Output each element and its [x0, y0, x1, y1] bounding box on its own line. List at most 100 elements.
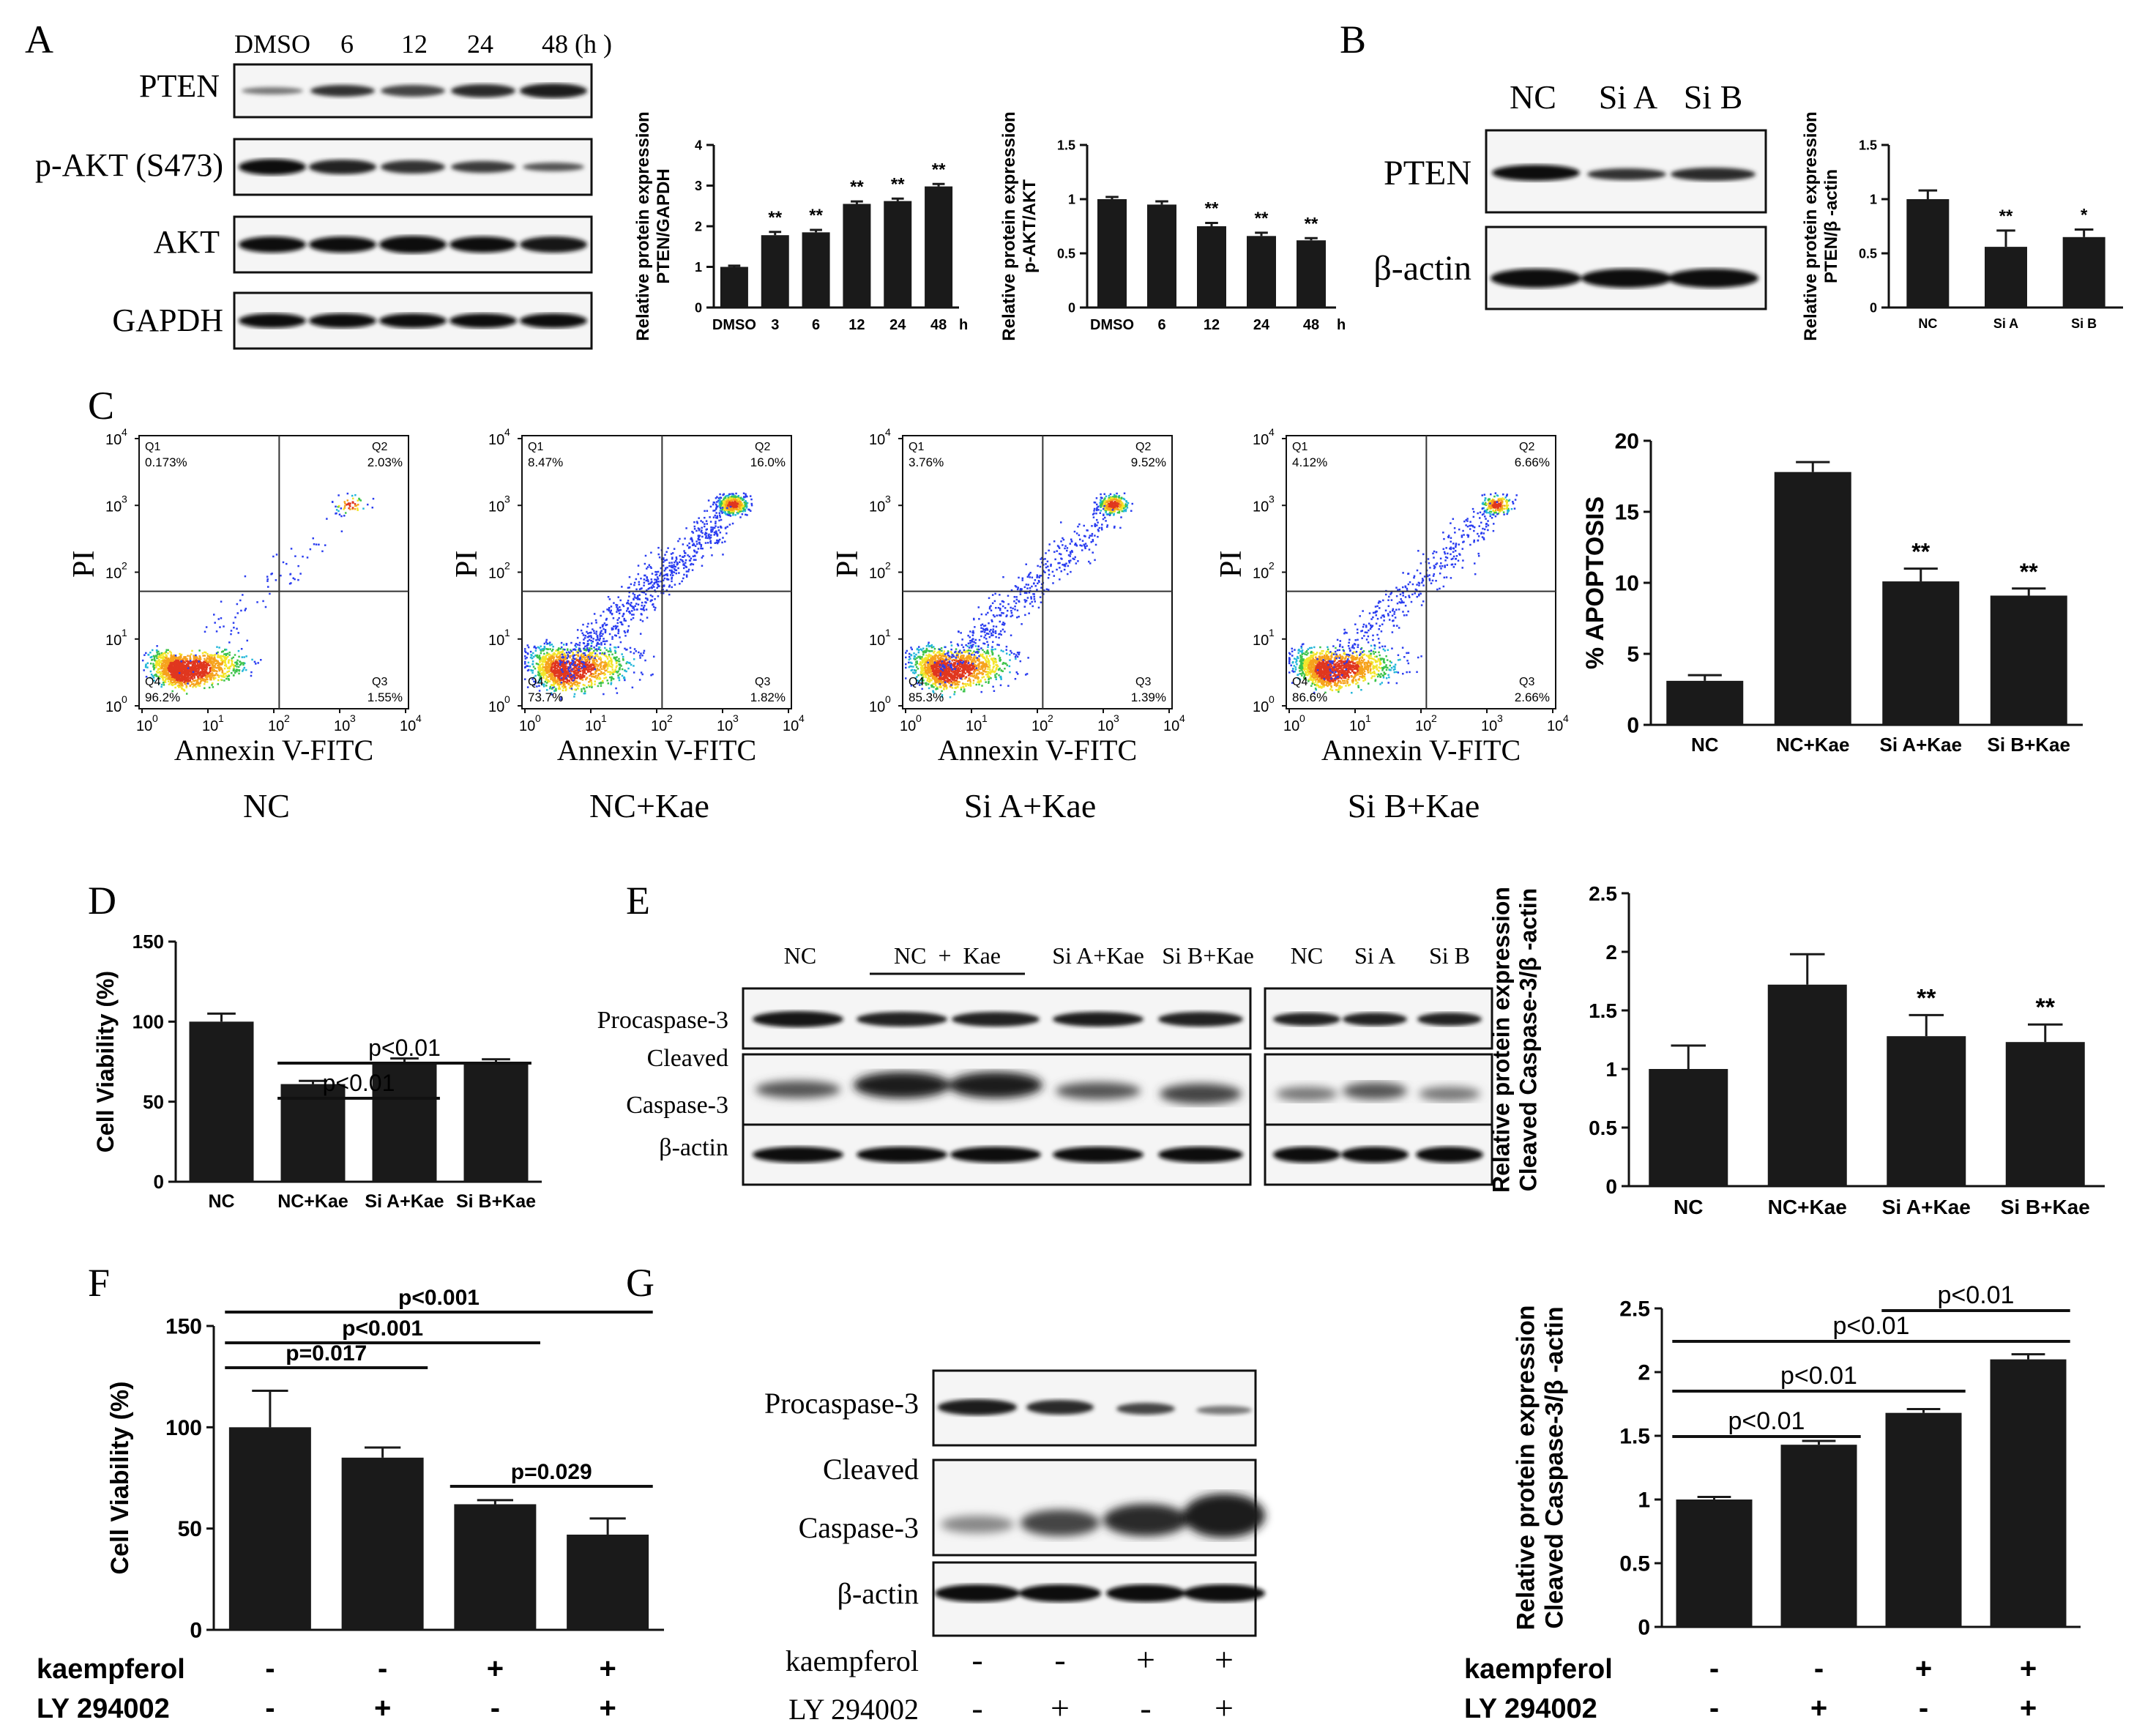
flow-event — [624, 631, 627, 634]
flow-event — [212, 677, 215, 679]
flow-event — [202, 655, 204, 657]
flow-event — [987, 668, 989, 670]
flow-event — [603, 672, 605, 674]
flow-event — [738, 506, 740, 508]
flow-event — [627, 600, 630, 602]
flow-event — [926, 666, 928, 669]
flow-event — [586, 660, 588, 663]
flow-event — [675, 572, 678, 575]
flow-event — [718, 519, 720, 522]
flow-event — [600, 644, 603, 646]
flow-event — [174, 660, 177, 663]
flow-event — [667, 578, 670, 581]
flow-event — [980, 679, 982, 682]
flow-event — [217, 618, 220, 620]
flow-event — [190, 660, 193, 663]
flow-event — [195, 673, 198, 676]
flow-event — [195, 661, 197, 663]
flow-event — [605, 640, 608, 642]
flow-event — [614, 652, 616, 655]
flow-event — [643, 578, 646, 581]
flow-event — [198, 682, 201, 685]
flow-event — [543, 652, 545, 655]
flow-event — [942, 658, 945, 661]
flow-event — [154, 666, 157, 668]
flow-event — [716, 534, 719, 537]
flow-event — [745, 502, 747, 504]
flow-event — [174, 658, 177, 660]
flow-event — [562, 663, 564, 666]
flow-event — [161, 677, 164, 679]
flow-event — [616, 656, 618, 658]
flow-event — [567, 652, 569, 655]
flow-event — [576, 664, 579, 667]
flow-event — [584, 654, 586, 657]
flow-event — [657, 578, 660, 580]
flow-event — [176, 669, 179, 672]
flow-event — [590, 635, 592, 637]
flow-event — [567, 679, 570, 682]
flow-event — [604, 660, 606, 663]
flow-event — [177, 677, 179, 679]
flow-event — [664, 554, 666, 556]
flow-event — [610, 609, 612, 612]
flow-event — [553, 672, 555, 675]
flow-event — [548, 659, 551, 662]
flow-event — [204, 683, 206, 685]
flow-event — [192, 674, 195, 677]
flow-event — [664, 568, 667, 570]
flow-event — [574, 688, 576, 690]
flow-event — [734, 499, 737, 501]
flow-event — [725, 494, 728, 497]
flow-event — [551, 679, 554, 682]
flow-event — [553, 653, 556, 655]
flow-event — [524, 657, 527, 660]
flow-event — [617, 674, 619, 677]
flow-event — [985, 657, 988, 659]
flow-event — [606, 668, 609, 670]
flow-event — [232, 656, 235, 659]
flow-event — [526, 665, 528, 667]
flow-event — [693, 559, 695, 561]
flow-event — [703, 525, 706, 528]
flow-event — [178, 685, 181, 688]
y-tick-exponent: 2 — [122, 560, 127, 572]
flow-event — [170, 652, 172, 654]
flow-event — [719, 532, 722, 534]
flow-event — [634, 605, 636, 607]
flow-event — [193, 677, 195, 679]
flow-event — [614, 651, 617, 653]
flow-event — [152, 677, 155, 679]
flow-event — [644, 601, 646, 603]
flow-event — [977, 672, 980, 675]
flow-event — [612, 673, 614, 675]
flow-event — [193, 679, 195, 682]
flow-event — [955, 667, 958, 670]
flow-event — [560, 682, 563, 684]
flow-event — [546, 665, 549, 668]
flow-event — [691, 540, 694, 543]
flow-event — [682, 560, 684, 563]
flow-event — [147, 653, 149, 656]
flow-event — [591, 682, 593, 685]
flow-event — [151, 659, 153, 661]
y-tick-label: 10 — [105, 566, 122, 582]
flow-event — [206, 676, 209, 679]
flow-event — [710, 526, 712, 529]
flow-event — [573, 681, 575, 683]
flow-event — [551, 662, 553, 665]
flow-event — [357, 507, 359, 510]
flow-event — [588, 654, 590, 657]
flow-event — [218, 666, 220, 668]
flow-event — [594, 619, 597, 622]
flow-event — [524, 678, 526, 680]
flow-event — [591, 675, 593, 678]
flow-event — [732, 514, 734, 516]
flow-event — [720, 526, 723, 529]
panel-letter-b: B — [1340, 18, 1366, 62]
flow-event — [184, 657, 187, 660]
flow-event — [583, 668, 586, 670]
y-tick-exponent: 4 — [122, 426, 127, 438]
flow-event — [735, 506, 737, 509]
flow-event — [695, 551, 698, 554]
